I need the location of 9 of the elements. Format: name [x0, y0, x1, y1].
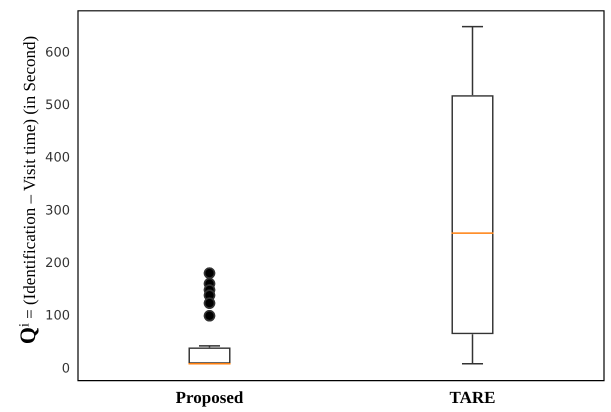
y-tick-label: 500	[45, 98, 70, 113]
x-tick-label: Proposed	[176, 388, 244, 408]
x-tick-label: TARE	[450, 388, 496, 408]
y-tick-label: 400	[45, 150, 70, 166]
y-tick-label: 600	[45, 45, 70, 60]
y-tick-label: 200	[45, 256, 70, 272]
y-tick-label: 0	[62, 361, 70, 376]
y-tick-label: 100	[45, 308, 70, 324]
y-tick-label: 300	[45, 203, 70, 218]
